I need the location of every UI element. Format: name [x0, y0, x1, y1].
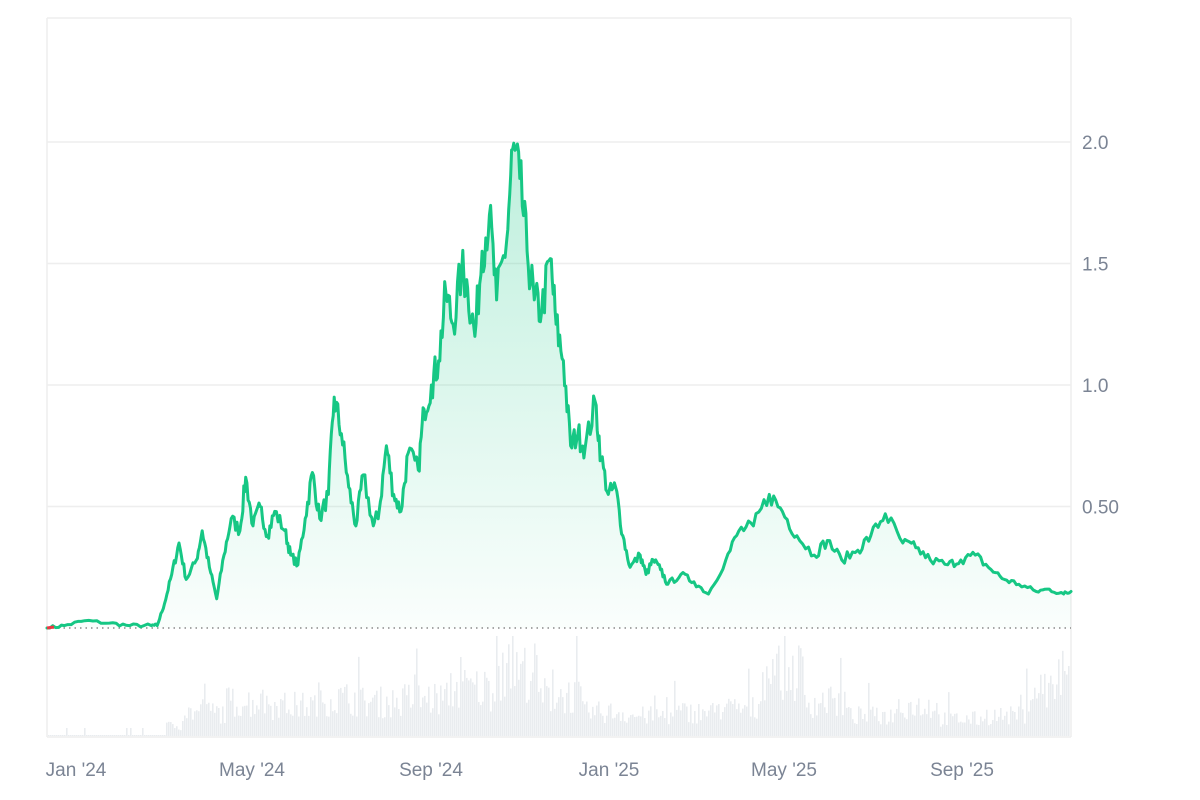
y-axis: 0.50 1.0 1.5 2.0 [1082, 133, 1119, 519]
plot-frame [46, 17, 1072, 738]
y-tick-label: 1.0 [1082, 376, 1108, 397]
price-area [47, 143, 1071, 628]
x-tick-label: May '25 [751, 760, 817, 781]
y-tick-label: 1.5 [1082, 255, 1108, 276]
volume-bars [48, 636, 1070, 736]
x-tick-label: Sep '25 [930, 760, 994, 781]
price-line [45, 141, 1073, 630]
x-tick-label: May '24 [219, 760, 285, 781]
x-axis: Jan '24 May '24 Sep '24 Jan '25 May '25 Sep '… [46, 760, 994, 781]
x-tick-label: Jan '25 [579, 760, 640, 781]
y-tick-label: 2.0 [1082, 133, 1108, 154]
x-tick-label: Sep '24 [399, 760, 463, 781]
x-tick-label: Jan '24 [46, 760, 107, 781]
y-tick-label: 0.50 [1082, 498, 1119, 519]
